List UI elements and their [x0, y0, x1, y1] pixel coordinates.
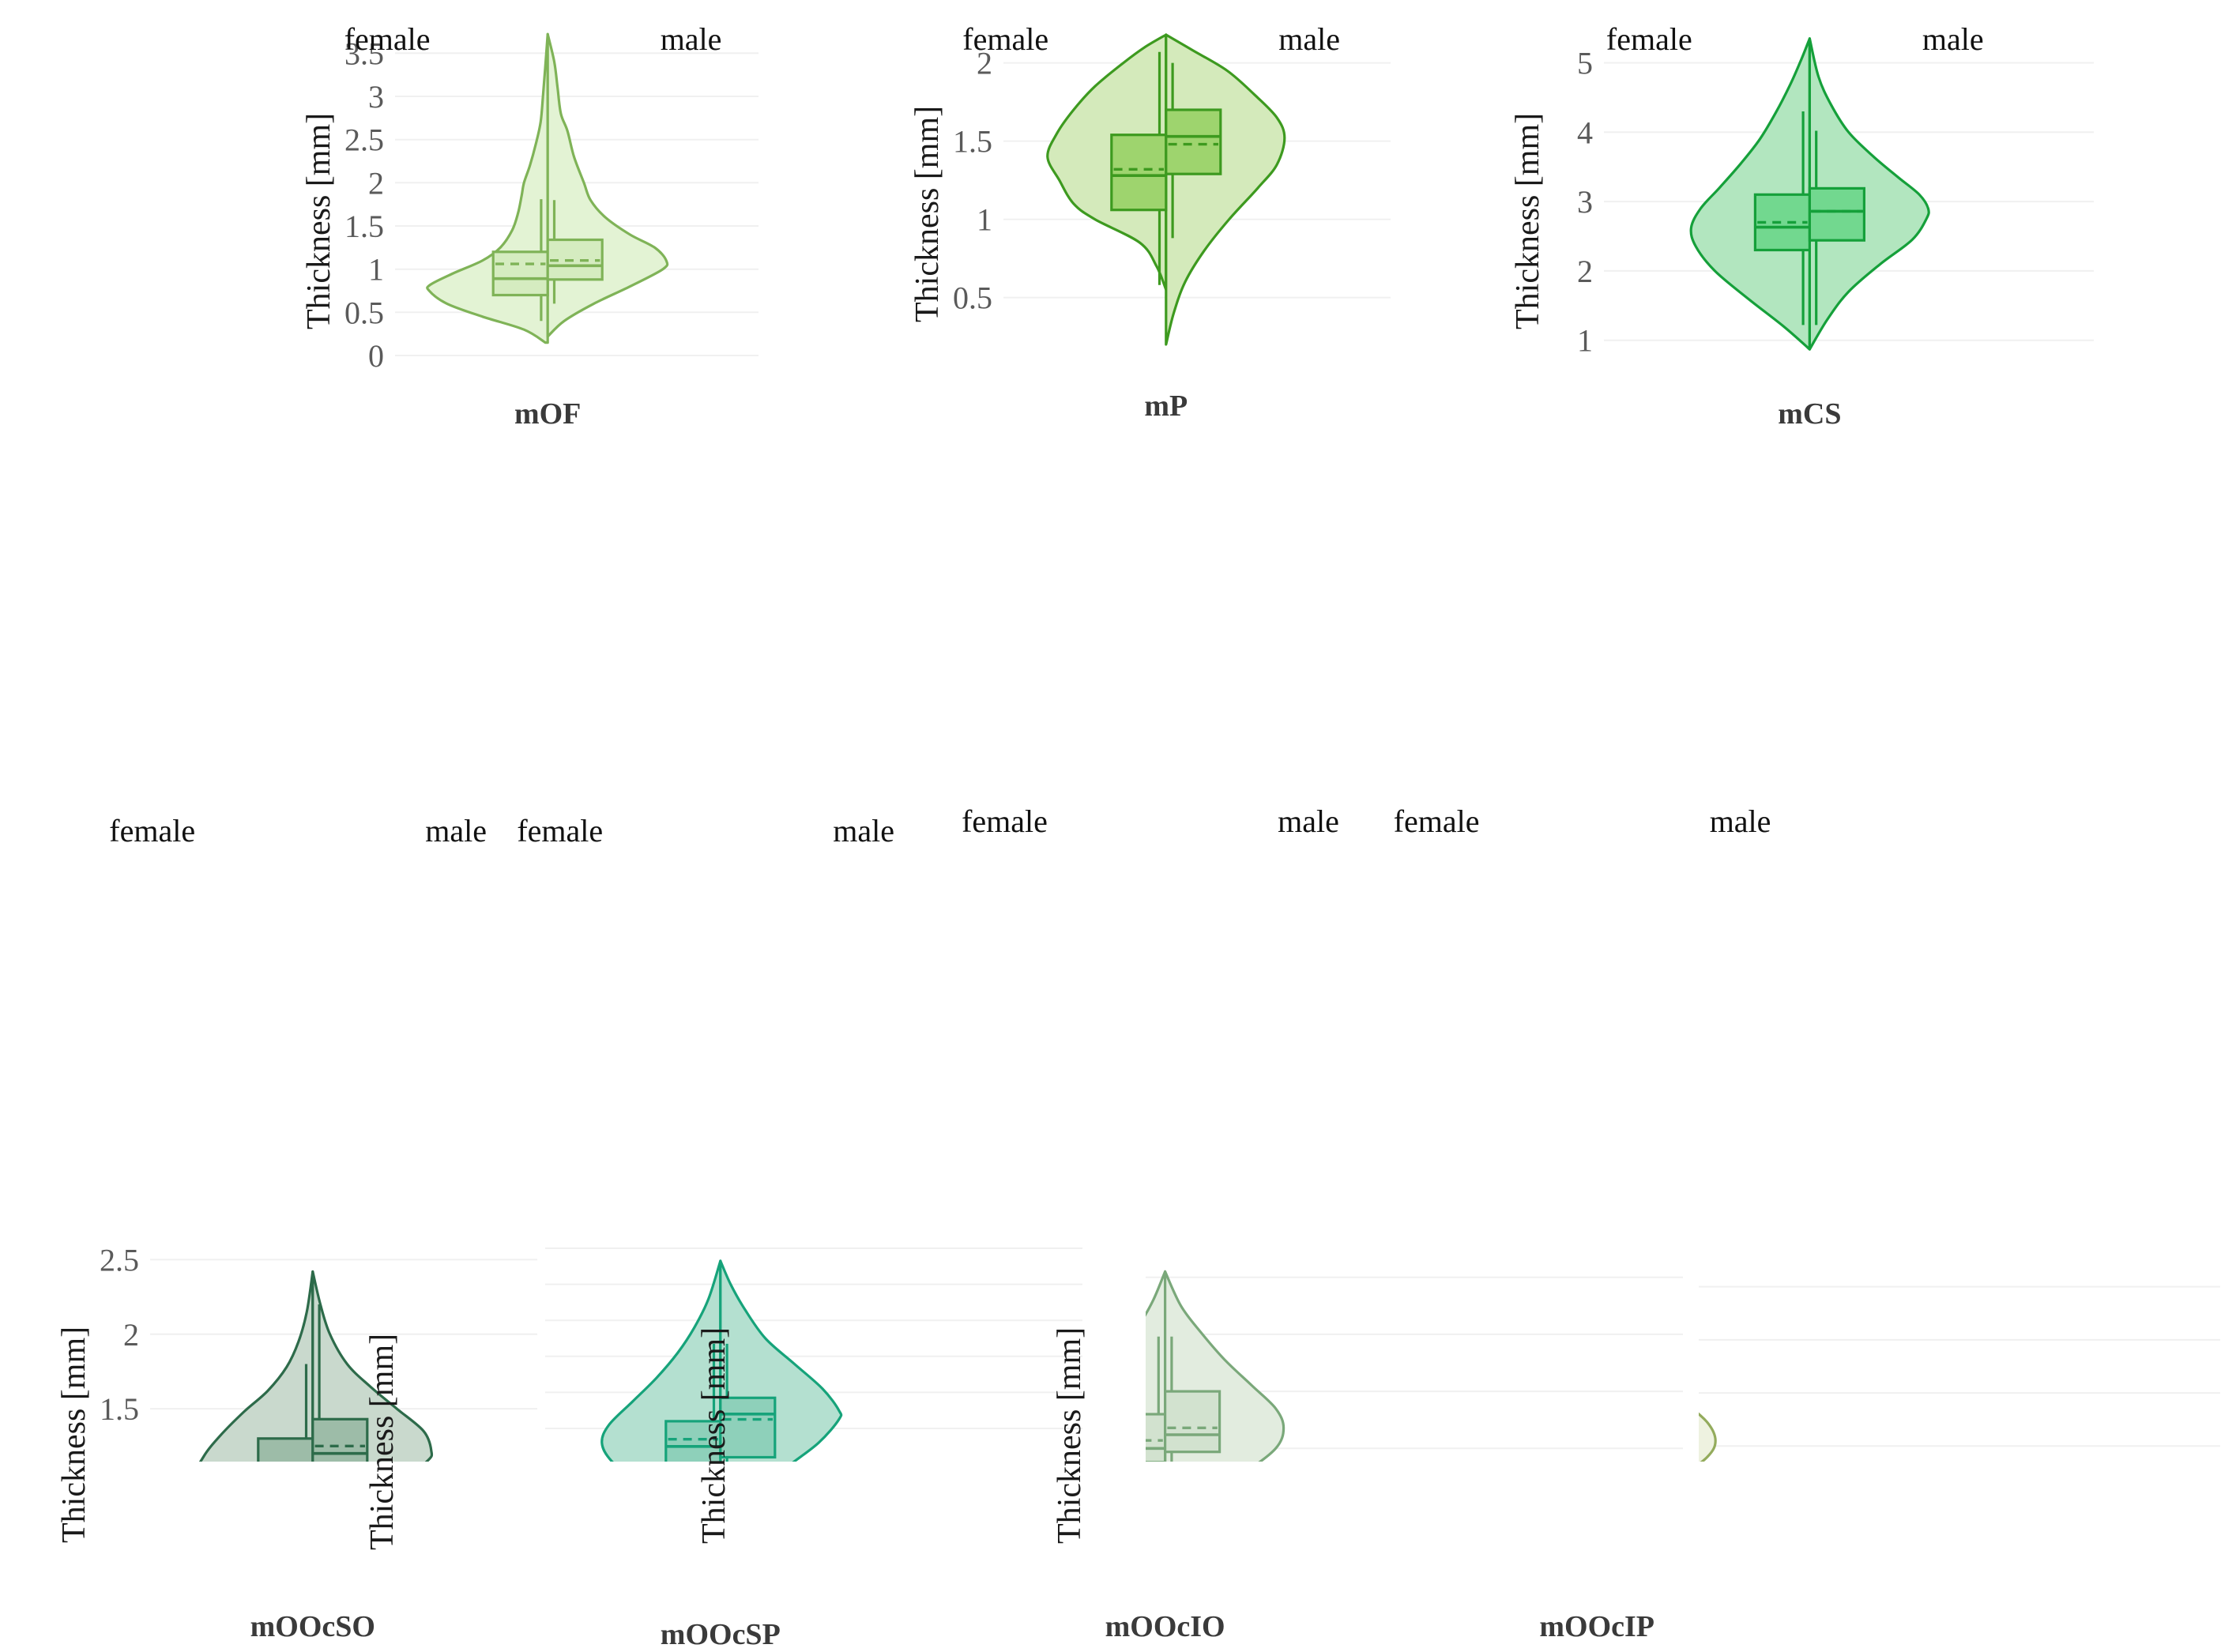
group-label-male: male — [660, 21, 722, 57]
violin-half-male — [1808, 37, 1930, 351]
group-label-male: male — [1278, 21, 1341, 57]
y-axis-tick-label: 4 — [1577, 115, 1593, 150]
violin-plot-figure: 0 0.5 1 1.5 2 2.5 3 3.5 Thickness [mm] female male… — [0, 16, 2236, 1651]
group-label-female: female — [517, 813, 604, 849]
y-axis-tick-label: 2 — [1577, 254, 1593, 289]
box-female — [1110, 134, 1168, 212]
violin-svg: 0.5 1 1.5 2 — [953, 33, 1391, 346]
y-axis-tick-label: 2.5 — [100, 1242, 139, 1278]
y-axis-tick-label: 0 — [368, 338, 384, 374]
y-axis-tick-label: 2.5 — [344, 122, 384, 158]
box-male — [1808, 186, 1865, 242]
group-label-female: female — [962, 803, 1048, 839]
violin-panel-mcs: 1 2 3 4 5 Thickness [mm] female male mCS — [1414, 16, 2110, 431]
violin-half-male — [546, 32, 669, 338]
violin-half-female — [1046, 33, 1168, 292]
violin-half-female — [1689, 37, 1811, 351]
panel-title-moocip: mOOcIP — [1539, 1610, 1655, 1643]
y-axis-tick-label: 1 — [977, 202, 992, 238]
group-label-female: female — [1393, 803, 1480, 839]
box-female — [664, 1420, 722, 1462]
y-axis-tick-label: 2 — [977, 46, 992, 81]
y-axis-label: Thickness [mm] — [301, 113, 337, 330]
box-male — [1164, 1390, 1222, 1454]
y-axis-tick-label: 0.5 — [953, 280, 992, 316]
y-axis-tick-label: 1.5 — [953, 124, 992, 160]
panel-title-moocso: mOOcSO — [250, 1610, 375, 1643]
y-axis-label: Thickness [mm] — [364, 1333, 401, 1550]
box-female — [1146, 1413, 1167, 1462]
violin-svg: 0.511.522.53 — [1146, 1270, 1683, 1462]
panel-title-mp: mP — [1144, 389, 1188, 423]
violin-svg: 0.20.40.60.811.21.41.61.82 — [545, 1247, 1082, 1462]
group-label-female: female — [344, 21, 431, 57]
group-label-male: male — [1922, 21, 1984, 57]
y-axis-tick-label: 0.5 — [344, 295, 384, 330]
y-axis-tick-label: 1.5 — [344, 209, 384, 244]
group-label-male: male — [833, 813, 895, 849]
violin-svg: 1 2 3 4 5 — [1577, 37, 2094, 359]
box-male — [311, 1417, 369, 1462]
y-axis-label: Thickness [mm] — [1510, 113, 1546, 330]
violin-panel-moocip: 0.511.522.53 Thickness [mm] female male mOOc… — [1052, 798, 2236, 1643]
violin-svg: 0.511.522.5 — [100, 1242, 537, 1462]
box-female — [257, 1437, 314, 1462]
violin-half-male — [311, 1270, 434, 1462]
box-male — [1165, 108, 1222, 175]
y-axis-tick-label: 5 — [1577, 46, 1593, 81]
y-axis-tick-label: 3 — [1577, 184, 1593, 220]
y-axis-tick-label: 2 — [123, 1317, 139, 1353]
box-female — [491, 250, 549, 297]
violin-svg: 0.511.522.53 — [1699, 1285, 2220, 1462]
box-male — [719, 1396, 777, 1459]
panel-title-mof: mOF — [514, 397, 582, 431]
y-axis-label: Thickness [mm] — [696, 1326, 732, 1544]
panel-title-moocsp: mOOcSP — [660, 1618, 781, 1651]
group-label-male: male — [1278, 803, 1339, 839]
group-label-female: female — [109, 813, 196, 849]
group-label-female: female — [1605, 21, 1692, 57]
y-axis-label: Thickness [mm] — [1052, 1326, 1088, 1544]
group-label-female: female — [962, 21, 1049, 57]
violin-half-female — [198, 1270, 314, 1462]
y-axis-label: Thickness [mm] — [909, 105, 946, 322]
panel-title-moocio: mOOcIO — [1105, 1610, 1225, 1643]
y-axis-tick-label: 3 — [368, 79, 384, 115]
y-axis-tick-label: 1.5 — [100, 1391, 139, 1427]
y-axis-tick-label: 1 — [368, 252, 384, 288]
violin-svg: 0 0.5 1 1.5 2 2.5 3 3.5 — [344, 32, 759, 374]
y-axis-label: Thickness [mm] — [56, 1326, 92, 1543]
violin-panel-mof: 0 0.5 1 1.5 2 2.5 3 3.5 Thickness [mm] female male… — [142, 16, 774, 431]
violin-half-female — [600, 1259, 722, 1462]
y-axis-tick-label: 3.5 — [344, 36, 384, 71]
group-label-male: male — [425, 813, 487, 849]
y-axis-tick-label: 2 — [368, 165, 384, 201]
panel-title-mcs: mCS — [1778, 397, 1842, 431]
violin-panel-moocsp: 0.20.40.60.811.21.41.61.82Thickness [mm]… — [364, 798, 1098, 1651]
y-axis-tick-label: 1 — [1577, 323, 1593, 359]
violin-half-male — [1699, 1412, 1717, 1462]
violin-panel-moocio: 0.511.522.53 Thickness [mm] female male mOOc… — [696, 798, 1699, 1643]
group-label-male: male — [1709, 803, 1771, 839]
violin-panel-mp: 0.5 1 1.5 2 Thickness [mm] female male mP — [782, 16, 1406, 423]
